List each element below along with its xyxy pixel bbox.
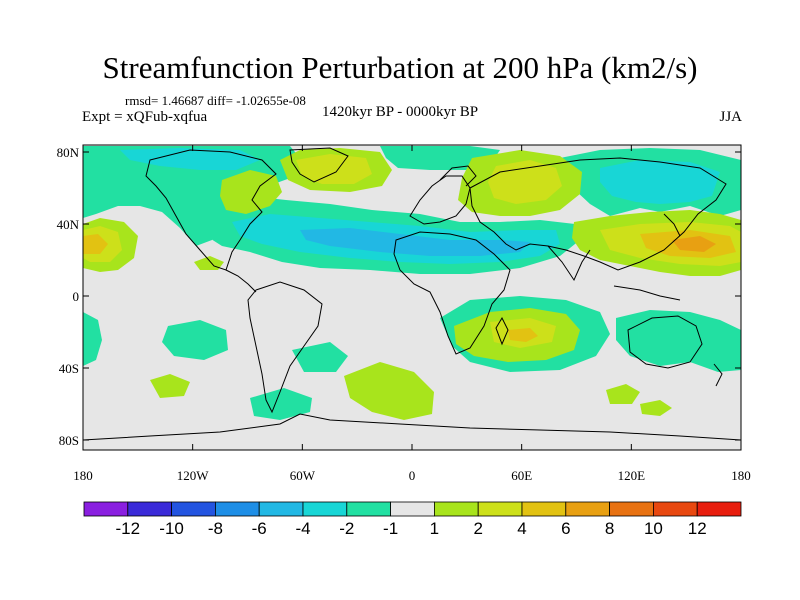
colorbar-label: 10 (644, 519, 663, 538)
lat-label: 40S (59, 361, 79, 376)
lon-label: 120E (618, 468, 646, 483)
coast-greenland (289, 147, 349, 183)
colorbar-label: 4 (517, 519, 526, 538)
coast-new-zealand (713, 363, 723, 387)
lat-label: 80S (59, 433, 79, 448)
lon-label: 180 (731, 468, 751, 483)
lat-label: 40N (57, 217, 80, 232)
pos-band-south-pacific-far-west (640, 400, 672, 416)
colorbar-label: -12 (116, 519, 141, 538)
neg2-core-arctic (120, 148, 260, 170)
colorbar-swatch (477, 501, 523, 517)
colorbar-label: 1 (430, 519, 439, 538)
lon-label: 180 (73, 468, 93, 483)
pos3-core-north-pacific (83, 234, 108, 254)
colorbar-swatch (653, 501, 698, 517)
colorbar-label: -1 (383, 519, 398, 538)
colorbar: -12 -10 -8 -6 -4 -2 -1 1 2 4 6 8 10 12 (83, 501, 742, 538)
chart-title: Streamfunction Perturbation at 200 hPa (… (102, 50, 698, 85)
pos3-core-south-africa (508, 328, 538, 342)
season-label: JJA (719, 109, 742, 125)
colorbar-swatch (258, 501, 304, 517)
coast-scandinavia (439, 165, 477, 187)
colorbar-label: -10 (159, 519, 184, 538)
colorbar-label: -8 (208, 519, 223, 538)
neg-band-australia (616, 310, 741, 372)
lon-label: 120W (177, 468, 210, 483)
pos-band-south-indian-east (606, 384, 640, 404)
coast-japan (663, 213, 681, 237)
neg3-core-atlantic (300, 228, 530, 256)
colorbar-swatch (171, 501, 216, 517)
coast-australia (627, 315, 703, 369)
experiment-label: Expt = xQFub-xqfua (82, 109, 208, 125)
coast-africa (393, 231, 511, 355)
lon-label: 60W (290, 468, 316, 483)
coast-indonesia (613, 285, 681, 301)
colorbar-swatch (302, 501, 348, 517)
colorbar-swatch (83, 501, 129, 517)
colorbar-label: 6 (561, 519, 570, 538)
coast-asia (469, 157, 727, 271)
colorbar-swatch (127, 501, 173, 517)
coast-south-america (247, 281, 323, 414)
coast-north-america (145, 149, 277, 271)
colorbar-label: -6 (252, 519, 267, 538)
pos-band-south-atlantic-east (344, 362, 434, 420)
lat-label: 80N (57, 145, 80, 160)
neg-band-south-pacific-center (162, 320, 228, 360)
axis-ticks: 80N 40N 0 40S 80S 180 120W 60W 0 60E 120E 180 (57, 145, 751, 483)
pos2-core-north-atlantic (296, 154, 372, 184)
pos-band-south-pacific-east (150, 374, 190, 398)
colorbar-swatch (696, 501, 742, 517)
lat-label: 0 (73, 289, 80, 304)
neg2-core-asia (600, 160, 720, 204)
colorbar-swatch (565, 501, 610, 517)
period-label: 1420kyr BP - 0000kyr BP (322, 104, 479, 120)
colorbar-swatch (609, 501, 654, 517)
coast-antarctica (83, 413, 741, 441)
coastline-layer (83, 147, 741, 441)
colorbar-swatch (521, 501, 567, 517)
colorbar-label: -4 (295, 519, 310, 538)
colorbar-swatch (433, 501, 479, 517)
contour-fill-layer (83, 146, 741, 420)
stats-line: rmsd= 1.46687 diff= -1.02655e-08 (125, 93, 306, 108)
neg-band-east-pacific-south (83, 312, 102, 366)
pos4-core-asia-pacific (672, 236, 716, 252)
colorbar-label: 8 (605, 519, 614, 538)
colorbar-label: -2 (339, 519, 354, 538)
colorbar-swatch (214, 501, 260, 517)
coast-central-america (225, 269, 257, 293)
colorbar-swatch (390, 501, 435, 517)
colorbar-label: 12 (688, 519, 707, 538)
lon-label: 60E (511, 468, 532, 483)
neg-band-south-atlantic (292, 342, 348, 372)
colorbar-label: 2 (473, 519, 482, 538)
coast-madagascar (495, 316, 509, 346)
lon-label: 0 (409, 468, 416, 483)
colorbar-swatch (346, 501, 391, 517)
coast-india (547, 245, 591, 282)
